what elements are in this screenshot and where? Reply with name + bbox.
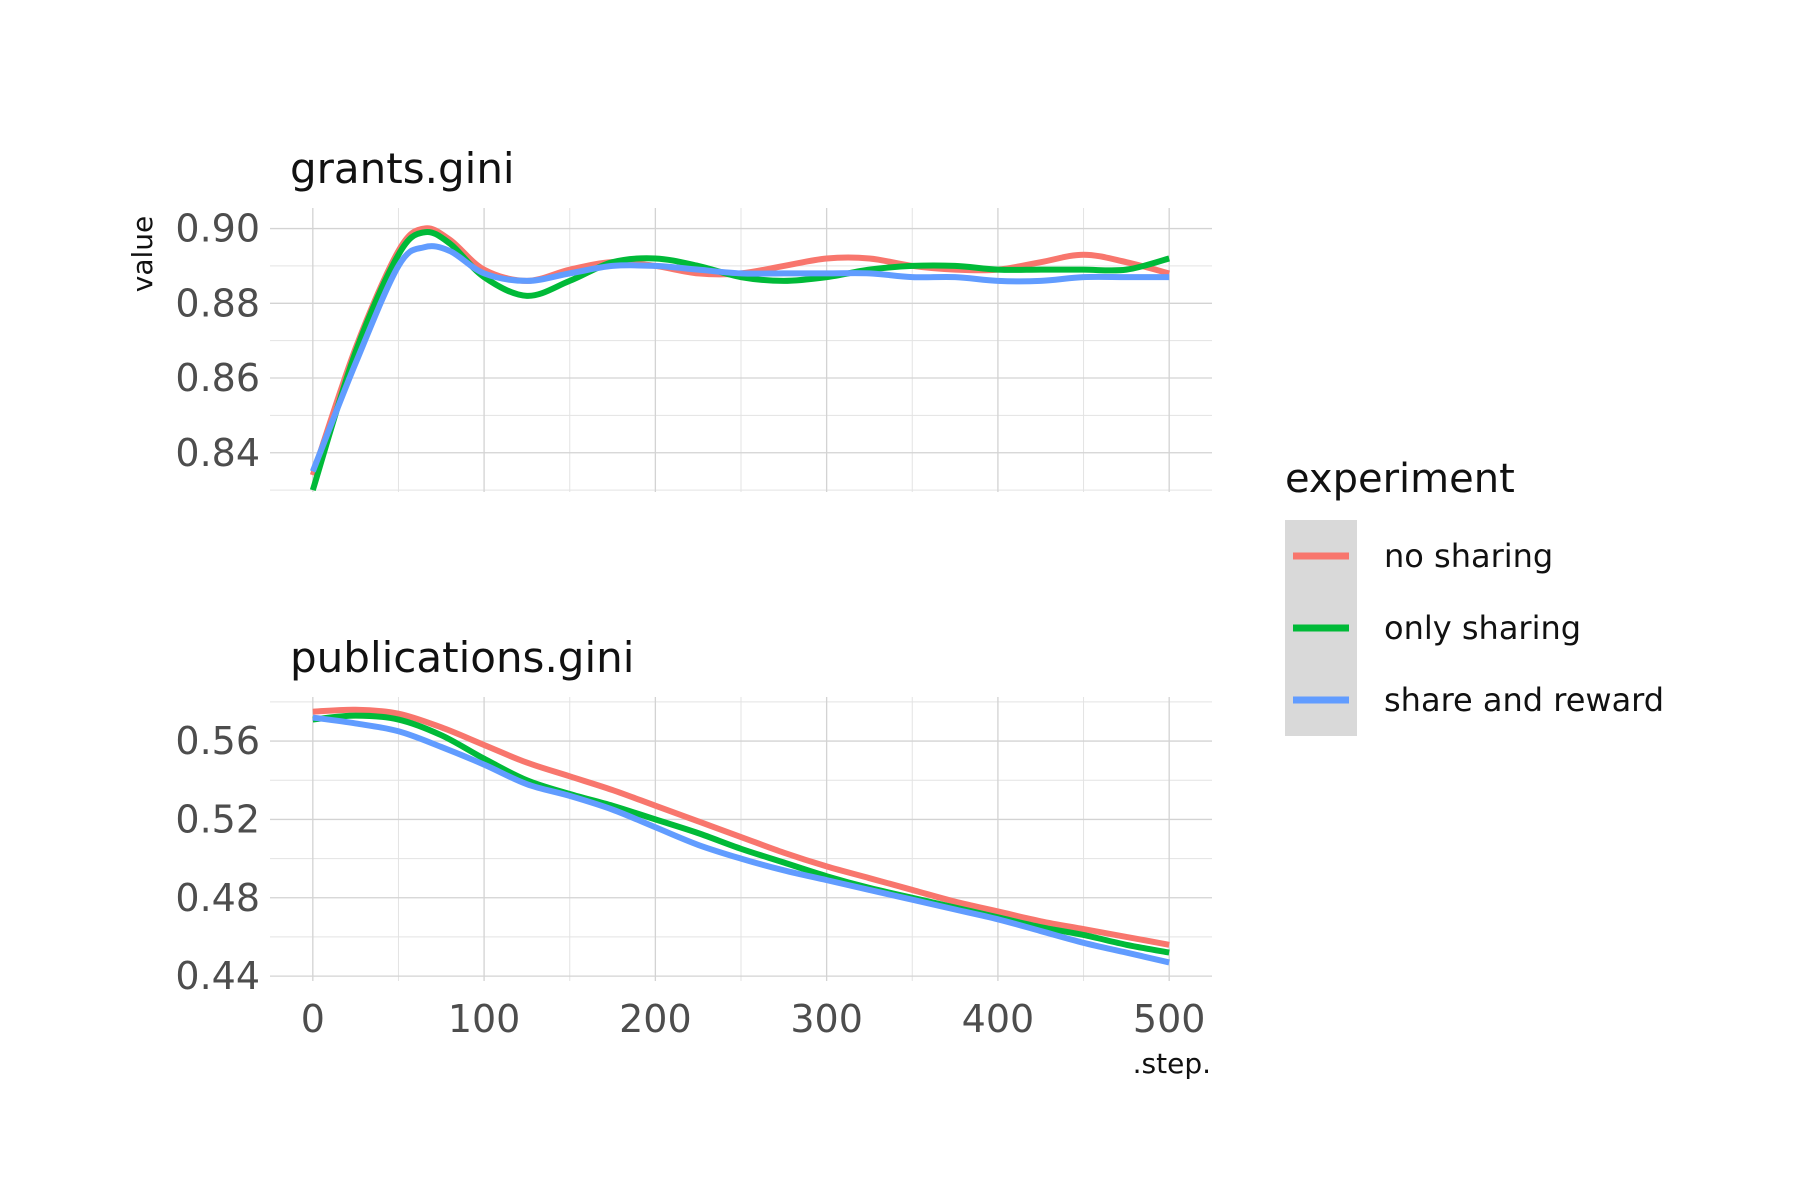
grants-line-only-sharing [309, 228, 1170, 492]
legend-label: share and reward [1384, 681, 1664, 719]
grants-y-tick-label: 0.84 [175, 431, 260, 475]
legend-label: no sharing [1384, 537, 1553, 575]
publications-line-share-and-reward [312, 714, 1170, 966]
x-tick-label: 300 [790, 997, 863, 1041]
publications-y-tick-label: 0.56 [175, 719, 260, 763]
grants-y-tick-label: 0.88 [175, 281, 260, 325]
x-axis-title: .step. [1133, 1047, 1211, 1080]
facet-title-grants: grants.gini [290, 144, 515, 193]
grants-y-tick-label: 0.90 [175, 207, 260, 251]
publications-line-no-sharing [312, 706, 1170, 948]
publications-y-axis: 0.44 0.48 0.52 0.56 [175, 719, 260, 998]
publications-line-only-sharing [312, 712, 1170, 956]
publications-series-lines [312, 706, 1170, 966]
x-tick-label: 100 [448, 997, 521, 1041]
grants-y-tick-label: 0.86 [175, 356, 260, 400]
legend-title: experiment [1285, 456, 1515, 502]
facet-grants-gini: 0.84 0.86 0.88 0.90 grants.gini [175, 144, 1212, 492]
facet-title-publications: publications.gini [290, 633, 634, 682]
x-tick-label: 200 [619, 997, 692, 1041]
publications-y-tick-label: 0.52 [175, 797, 260, 841]
y-axis-title: value [126, 216, 159, 292]
x-tick-label: 0 [301, 997, 325, 1041]
x-tick-label: 500 [1133, 997, 1206, 1041]
legend-label: only sharing [1384, 609, 1581, 647]
grants-y-axis: 0.84 0.86 0.88 0.90 [175, 207, 260, 475]
publications-y-tick-label: 0.44 [175, 954, 260, 998]
publications-y-tick-label: 0.48 [175, 876, 260, 920]
legend: experiment no sharing only sharing share a… [1285, 456, 1664, 736]
x-axis-ticks: 0 100 200 300 400 500 [301, 997, 1206, 1041]
x-tick-label: 400 [962, 997, 1035, 1041]
facet-publications-gini: 0.44 0.48 0.52 0.56 publications.gini [175, 633, 1212, 998]
grants-series-lines [309, 225, 1170, 492]
grants-line-share-and-reward [310, 243, 1170, 473]
